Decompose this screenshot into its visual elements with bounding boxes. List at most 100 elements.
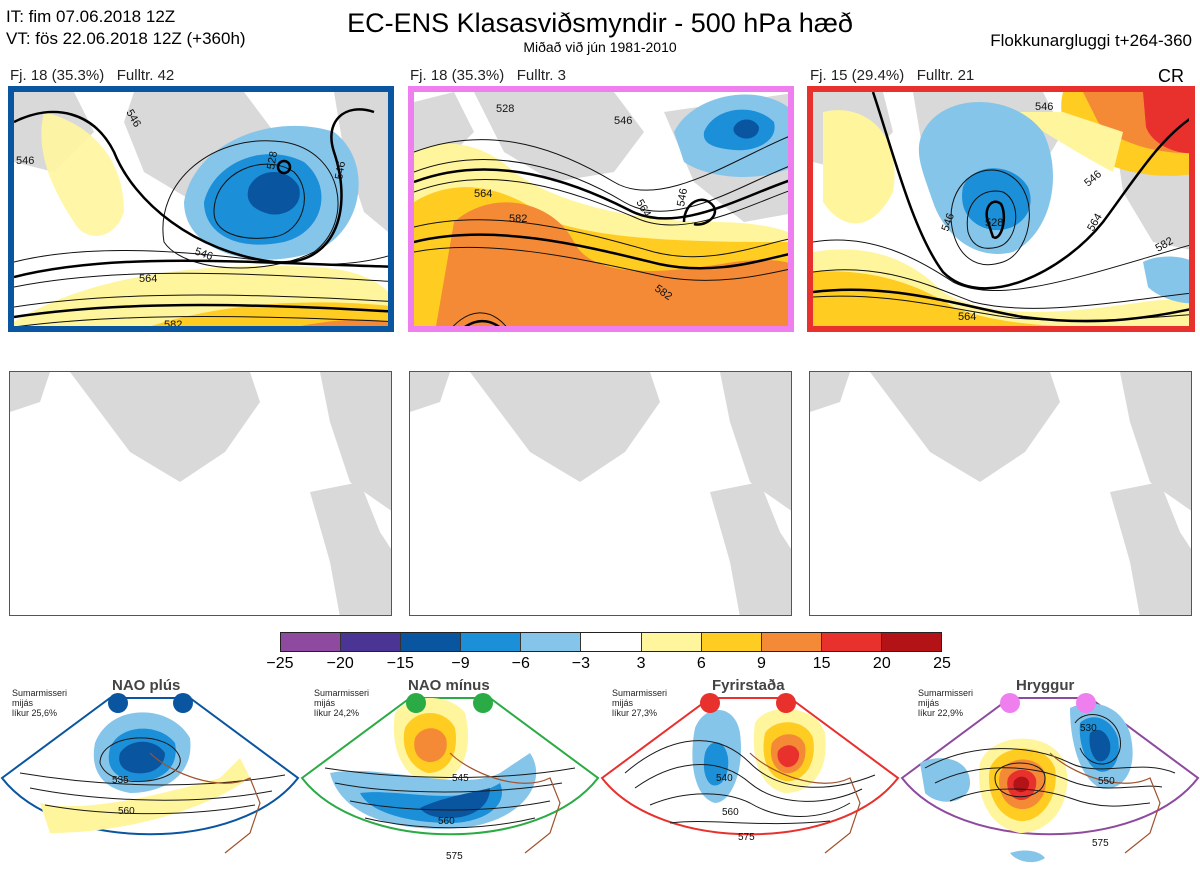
panel-2-cluster: Fj. 18 (35.3%) <box>410 67 505 84</box>
colorbar-tick-label: −20 <box>326 655 354 672</box>
valid-time: VT: fös 22.06.2018 12Z (+360h) <box>6 29 246 48</box>
header-info: IT: fim 07.06.2018 12Z VT: fös 22.06.201… <box>6 6 246 50</box>
panel-3-label: Fj. 15 (29.4%) Fulltr. 21 <box>810 67 974 84</box>
regime-info: Sumarmisseri mijás líkur 25,6% <box>12 688 67 718</box>
regime-marker <box>1000 693 1020 713</box>
panel-1-contour-label: 564 <box>139 273 157 285</box>
colorbar-tick-label: 6 <box>696 655 706 672</box>
panel-2-representative: Fulltr. 3 <box>516 67 566 84</box>
cluster-map-1[interactable]: 546 564 582 546 582 546 546 528 <box>8 86 394 332</box>
regime-marker <box>700 693 720 713</box>
page-subtitle: Miðað við jún 1981-2010 <box>523 39 677 55</box>
anomaly-colorbar <box>280 632 942 652</box>
regime-contour-label: 545 <box>452 773 469 784</box>
base-map-1 <box>9 371 392 616</box>
regime-marker <box>776 693 796 713</box>
regime-info-season: Sumarmisseri <box>612 688 668 698</box>
regime-contour-label: 535 <box>112 775 129 786</box>
colorbar-segment <box>821 633 882 651</box>
regime-info-line2: mijás <box>314 698 336 708</box>
regime-title: Fyrirstaða <box>712 677 785 694</box>
panel-2-contour-label: 546 <box>675 187 690 207</box>
cluster-map-2[interactable]: 528 546 564 582 564 546 582 <box>408 86 794 332</box>
classification-window: Flokkunargluggi t+264-360 <box>990 31 1192 50</box>
regime-info: Sumarmisseri mijás líkur 27,3% <box>612 688 667 718</box>
cluster-map-3[interactable]: 546 546 528 546 564 582 564 582 <box>807 86 1195 332</box>
colorbar-tick-label: 25 <box>933 655 951 672</box>
regime-ridge: 530 550 575 Hryggur Sumarmisseri mijás l… <box>900 677 1200 871</box>
panel-3-contour-label: 528 <box>985 217 1003 229</box>
regime-info-probability: líkur 24,2% <box>314 708 360 718</box>
regime-contour-label: 575 <box>1092 838 1109 849</box>
regime-title: NAO mínus <box>408 677 490 694</box>
regime-marker <box>473 693 493 713</box>
regime-info-probability: líkur 27,3% <box>612 708 658 718</box>
regime-blocking: 540 560 575 Fyrirstaða Sumarmisseri mijá… <box>600 677 900 871</box>
colorbar-segment <box>281 633 342 651</box>
colorbar-tick-label: 15 <box>812 655 831 672</box>
cr-label: CR <box>1158 66 1184 86</box>
colorbar-segment <box>701 633 762 651</box>
regime-contour-label: 550 <box>1098 776 1115 787</box>
panel-3-representative: Fulltr. 21 <box>916 67 975 84</box>
colorbar-segment <box>881 633 942 651</box>
init-time: IT: fim 07.06.2018 12Z <box>6 7 176 26</box>
panel-2-label: Fj. 18 (35.3%) Fulltr. 3 <box>410 67 566 84</box>
panel-3-cluster: Fj. 15 (29.4%) <box>810 67 905 84</box>
colorbar-tick-label: −9 <box>451 655 470 672</box>
regime-info-probability: líkur 25,6% <box>12 708 58 718</box>
regime-title: Hryggur <box>1016 677 1075 694</box>
colorbar-segment <box>341 633 402 651</box>
regime-info: Sumarmisseri mijás líkur 22,9% <box>918 688 973 718</box>
colorbar-segment <box>401 633 462 651</box>
regime-info-line2: mijás <box>12 698 34 708</box>
panel-1-contour-label: 546 <box>333 160 348 180</box>
panel-1-contour-label: 528 <box>265 150 280 170</box>
regime-contour-label: 560 <box>438 816 455 827</box>
panel-1-contour-label: 582 <box>340 327 358 332</box>
regime-contour-label: 560 <box>118 806 135 817</box>
panel-2-contour-label: 582 <box>509 213 527 225</box>
regime-info-line2: mijás <box>918 698 940 708</box>
panel-2-contour-label: 528 <box>496 103 514 115</box>
panel-3-contour-label: 546 <box>1035 101 1053 113</box>
regime-info-season: Sumarmisseri <box>12 688 68 698</box>
regime-info: Sumarmisseri mijás líkur 24,2% <box>314 688 369 718</box>
regime-contour-label: 530 <box>1080 723 1097 734</box>
panel-1-contour-label: 582 <box>164 319 182 331</box>
panel-1-contour-label: 546 <box>193 246 214 264</box>
regime-marker <box>1076 693 1096 713</box>
colorbar-tick-label: −15 <box>386 655 414 672</box>
colorbar-tick-label: −25 <box>266 655 294 672</box>
colorbar-segment <box>641 633 702 651</box>
colorbar-segment <box>461 633 522 651</box>
panel-2-contour-label: 546 <box>614 115 632 127</box>
regime-nao-minus: 545 560 575 NAO mínus Sumarmisseri mijás… <box>300 677 600 871</box>
panel-1-label: Fj. 18 (35.3%) Fulltr. 42 <box>10 67 174 84</box>
panel-1-contour-label: 546 <box>16 155 34 167</box>
regime-info-season: Sumarmisseri <box>314 688 370 698</box>
regime-contour-label: 560 <box>722 807 739 818</box>
panel-3-contour-label: 564 <box>958 311 976 323</box>
panel-2-contour-label: 564 <box>474 188 492 200</box>
colorbar-tick-label: 3 <box>636 655 646 672</box>
panel-3-contour-label: 582 <box>1018 327 1036 332</box>
regime-marker <box>173 693 193 713</box>
colorbar-tick-label: −3 <box>571 655 591 672</box>
colorbar-segment <box>521 633 582 651</box>
regime-contour-label: 540 <box>716 773 733 784</box>
panel-1-cluster: Fj. 18 (35.3%) <box>10 67 105 84</box>
colorbar-segment <box>761 633 822 651</box>
colorbar-tick-label: 20 <box>872 655 891 672</box>
colorbar-segment <box>581 633 642 651</box>
regime-info-line2: mijás <box>612 698 634 708</box>
panel-3-contour-label: 546 <box>940 212 958 233</box>
base-map-3 <box>809 371 1192 616</box>
regime-marker <box>406 693 426 713</box>
regime-nao-plus: 535 560 NAO plús Sumarmisseri mijás líku… <box>0 677 300 871</box>
colorbar-tick-label: 9 <box>757 655 766 672</box>
regime-info-probability: líkur 22,9% <box>918 708 964 718</box>
regime-contour-label: 575 <box>446 851 463 862</box>
regime-contour-label: 575 <box>738 832 755 843</box>
base-map-2 <box>409 371 792 616</box>
